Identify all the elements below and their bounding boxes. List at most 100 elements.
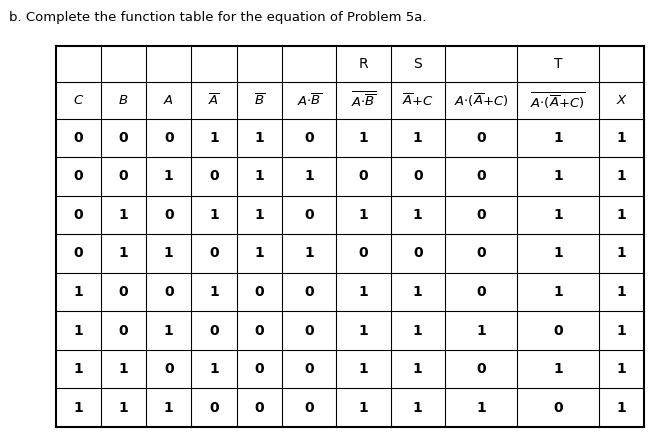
Text: 1: 1 xyxy=(413,362,422,376)
Text: 1: 1 xyxy=(617,169,627,183)
Text: 1: 1 xyxy=(617,323,627,337)
Text: 0: 0 xyxy=(304,400,314,414)
Text: 1: 1 xyxy=(304,169,314,183)
Text: 1: 1 xyxy=(553,246,563,260)
Text: 1: 1 xyxy=(358,400,368,414)
Text: 0: 0 xyxy=(304,323,314,337)
Text: 1: 1 xyxy=(164,400,174,414)
Text: 1: 1 xyxy=(358,323,368,337)
Text: 1: 1 xyxy=(413,208,422,222)
Text: 0: 0 xyxy=(164,285,173,299)
Text: 0: 0 xyxy=(118,131,128,145)
Text: 1: 1 xyxy=(617,362,627,376)
Text: 0: 0 xyxy=(476,131,486,145)
Text: 0: 0 xyxy=(118,323,128,337)
Text: $X$: $X$ xyxy=(615,94,627,107)
Text: 1: 1 xyxy=(413,323,422,337)
Text: 1: 1 xyxy=(358,285,368,299)
Text: 0: 0 xyxy=(304,131,314,145)
Text: $A{\cdot}\overline{B}$: $A{\cdot}\overline{B}$ xyxy=(297,92,322,109)
Text: 1: 1 xyxy=(553,208,563,222)
Text: 0: 0 xyxy=(164,208,173,222)
Text: 1: 1 xyxy=(553,169,563,183)
Text: 0: 0 xyxy=(254,323,264,337)
Text: 1: 1 xyxy=(553,362,563,376)
Text: 0: 0 xyxy=(73,208,83,222)
Text: 0: 0 xyxy=(254,400,264,414)
Text: 0: 0 xyxy=(118,169,128,183)
Text: 0: 0 xyxy=(476,208,486,222)
Text: 1: 1 xyxy=(73,285,83,299)
Text: 0: 0 xyxy=(209,169,219,183)
Text: 1: 1 xyxy=(413,131,422,145)
Text: 0: 0 xyxy=(476,362,486,376)
Text: 1: 1 xyxy=(254,208,264,222)
Text: $A{\cdot}(\overline{A}{+}C)$: $A{\cdot}(\overline{A}{+}C)$ xyxy=(454,92,508,109)
Text: 1: 1 xyxy=(617,246,627,260)
Text: 0: 0 xyxy=(476,169,486,183)
Text: $\overline{B}$: $\overline{B}$ xyxy=(254,93,265,108)
Text: 0: 0 xyxy=(209,323,219,337)
Text: 1: 1 xyxy=(617,285,627,299)
Text: 1: 1 xyxy=(118,362,128,376)
Text: $\overline{A}$: $\overline{A}$ xyxy=(208,93,220,108)
Text: $B$: $B$ xyxy=(118,94,129,107)
Text: 0: 0 xyxy=(73,169,83,183)
Text: S: S xyxy=(413,57,422,71)
Text: 1: 1 xyxy=(617,131,627,145)
Text: T: T xyxy=(554,57,562,71)
Text: R: R xyxy=(358,57,368,71)
Text: 0: 0 xyxy=(413,169,422,183)
Text: 1: 1 xyxy=(304,246,314,260)
Text: 1: 1 xyxy=(209,362,219,376)
Text: 1: 1 xyxy=(358,362,368,376)
Text: 1: 1 xyxy=(254,169,264,183)
Text: 1: 1 xyxy=(553,285,563,299)
Text: 1: 1 xyxy=(209,208,219,222)
Text: 1: 1 xyxy=(118,246,128,260)
Text: 1: 1 xyxy=(413,400,422,414)
Text: 1: 1 xyxy=(209,131,219,145)
Text: 1: 1 xyxy=(358,208,368,222)
Text: 1: 1 xyxy=(254,246,264,260)
Text: $C$: $C$ xyxy=(73,94,84,107)
Text: 0: 0 xyxy=(254,285,264,299)
Text: 0: 0 xyxy=(304,208,314,222)
Text: 0: 0 xyxy=(73,246,83,260)
Text: $\overline{A}{+}C$: $\overline{A}{+}C$ xyxy=(402,92,434,109)
Text: 1: 1 xyxy=(73,400,83,414)
Text: 1: 1 xyxy=(118,208,128,222)
Text: 0: 0 xyxy=(553,400,563,414)
Text: 1: 1 xyxy=(73,323,83,337)
Text: 1: 1 xyxy=(164,323,174,337)
Text: 0: 0 xyxy=(73,131,83,145)
Text: 0: 0 xyxy=(118,285,128,299)
Text: b. Complete the function table for the equation of Problem 5a.: b. Complete the function table for the e… xyxy=(9,11,426,24)
Text: 0: 0 xyxy=(209,400,219,414)
Text: $\overline{A{\cdot}(\overline{A}{+}C)}$: $\overline{A{\cdot}(\overline{A}{+}C)}$ xyxy=(530,91,586,110)
Text: 0: 0 xyxy=(304,285,314,299)
Text: $A$: $A$ xyxy=(164,94,174,107)
Text: 1: 1 xyxy=(209,285,219,299)
Text: 1: 1 xyxy=(413,285,422,299)
Text: 1: 1 xyxy=(254,131,264,145)
Text: 1: 1 xyxy=(476,400,486,414)
Text: 1: 1 xyxy=(553,131,563,145)
Text: 0: 0 xyxy=(358,246,368,260)
Text: 1: 1 xyxy=(617,400,627,414)
Text: 1: 1 xyxy=(164,169,174,183)
Text: 0: 0 xyxy=(476,285,486,299)
Text: 0: 0 xyxy=(553,323,563,337)
Text: 1: 1 xyxy=(358,131,368,145)
Text: 0: 0 xyxy=(413,246,422,260)
Text: 0: 0 xyxy=(476,246,486,260)
Text: 0: 0 xyxy=(358,169,368,183)
Text: 1: 1 xyxy=(476,323,486,337)
Text: 1: 1 xyxy=(617,208,627,222)
Text: 0: 0 xyxy=(164,362,173,376)
Text: 1: 1 xyxy=(118,400,128,414)
Text: 0: 0 xyxy=(254,362,264,376)
Text: 0: 0 xyxy=(304,362,314,376)
Text: 0: 0 xyxy=(209,246,219,260)
Text: $\overline{A{\cdot}\overline{B}}$: $\overline{A{\cdot}\overline{B}}$ xyxy=(351,91,376,110)
